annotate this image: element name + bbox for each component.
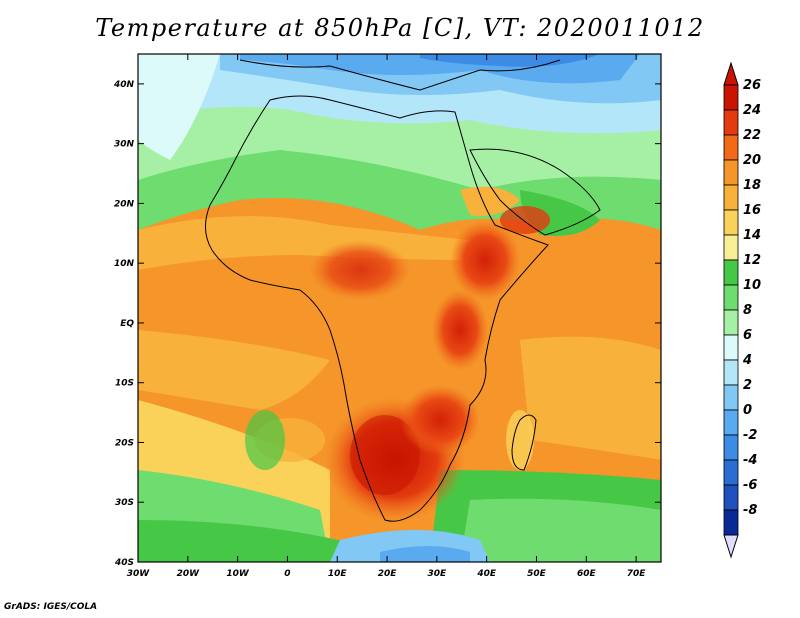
colorbar-label: -8 [743, 503, 757, 518]
colorbar-label: 16 [743, 203, 761, 218]
lat-tick-label: 20S [115, 438, 134, 448]
colorbar-swatch [723, 309, 739, 336]
colorbar-swatch [723, 84, 739, 111]
colorbar-swatch [723, 434, 739, 461]
lon-tick-label: 10W [226, 569, 250, 579]
lat-tick-label: 10S [115, 379, 134, 389]
colorbar-swatch [723, 334, 739, 361]
colorbar-label: 18 [743, 178, 761, 193]
colorbar-label: 14 [743, 228, 761, 243]
colorbar-label: 6 [743, 328, 752, 343]
lon-tick-label: 10E [328, 569, 348, 579]
longitude-axis: 30W 20W 10W 0 10E 20E 30E 40E 50E 60E 70E [127, 54, 647, 579]
colorbar-overflow-arrow [723, 61, 739, 86]
lon-tick-label: 0 [284, 569, 290, 579]
colorbar-swatch [723, 109, 739, 136]
lat-tick-label: 20N [114, 199, 135, 209]
colorbar-label: -6 [743, 478, 757, 493]
colorbar-swatch [723, 384, 739, 411]
europe-coastline [239, 59, 561, 91]
map-title: Temperature at 850hPa [C], VT: 202001101… [95, 14, 705, 42]
lat-tick-label: 10N [114, 259, 135, 269]
lon-tick-label: 70E [627, 569, 647, 579]
temperature-field [138, 54, 661, 562]
colorbar-label: 20 [743, 153, 761, 168]
colorbar-label: 0 [743, 403, 752, 418]
colorbar-label: -4 [743, 453, 757, 468]
map-frame [137, 53, 662, 563]
coastlines [205, 59, 601, 522]
africa-coastline [205, 95, 549, 522]
colorbar-label: 8 [743, 303, 752, 318]
colorbar-swatch [723, 184, 739, 211]
grads-credit: GrADS: IGES/COLA [4, 602, 98, 612]
colorbar-swatch [723, 459, 739, 486]
lon-tick-label: 30E [428, 569, 448, 579]
lon-tick-label: 60E [577, 569, 597, 579]
madagascar-coastline [511, 414, 537, 471]
colorbar-swatch [723, 509, 739, 536]
lon-tick-label: 20W [177, 569, 201, 579]
colorbar-label: 12 [743, 253, 761, 268]
lon-tick-label: 20E [378, 569, 398, 579]
colorbar-label: 10 [743, 278, 761, 293]
lon-tick-label: 40E [476, 569, 497, 579]
colorbar-label: 4 [742, 353, 752, 368]
latitude-axis: 40N 30N 20N 10N EQ 10S 20S 30S 40S [113, 80, 661, 568]
lon-tick-label: 30W [127, 569, 151, 579]
colorbar-swatch [723, 259, 739, 286]
lat-tick-label: 40N [113, 80, 135, 90]
colorbar-swatch [723, 284, 739, 311]
colorbar-swatch [723, 234, 739, 261]
colorbar-swatch [723, 159, 739, 186]
lat-tick-label: EQ [120, 319, 134, 329]
colorbar-label: 22 [743, 128, 761, 143]
colorbar-label: 26 [743, 78, 761, 93]
lon-tick-label: 50E [527, 569, 547, 579]
colorbar-swatch [723, 209, 739, 236]
colorbar-swatch [723, 359, 739, 386]
lat-tick-label: 30N [114, 140, 135, 150]
colorbar-swatch [723, 409, 739, 436]
colorbar-label: 24 [743, 103, 761, 118]
colorbar-swatch [723, 484, 739, 511]
colorbar-label: -2 [743, 428, 757, 443]
arabia-coastline [469, 148, 601, 236]
lat-tick-label: 40S [114, 558, 134, 568]
colorbar-label: 2 [743, 378, 752, 393]
colorbar-swatch [723, 134, 739, 161]
lat-tick-label: 30S [115, 498, 134, 508]
colorbar-underflow-arrow [723, 534, 739, 559]
